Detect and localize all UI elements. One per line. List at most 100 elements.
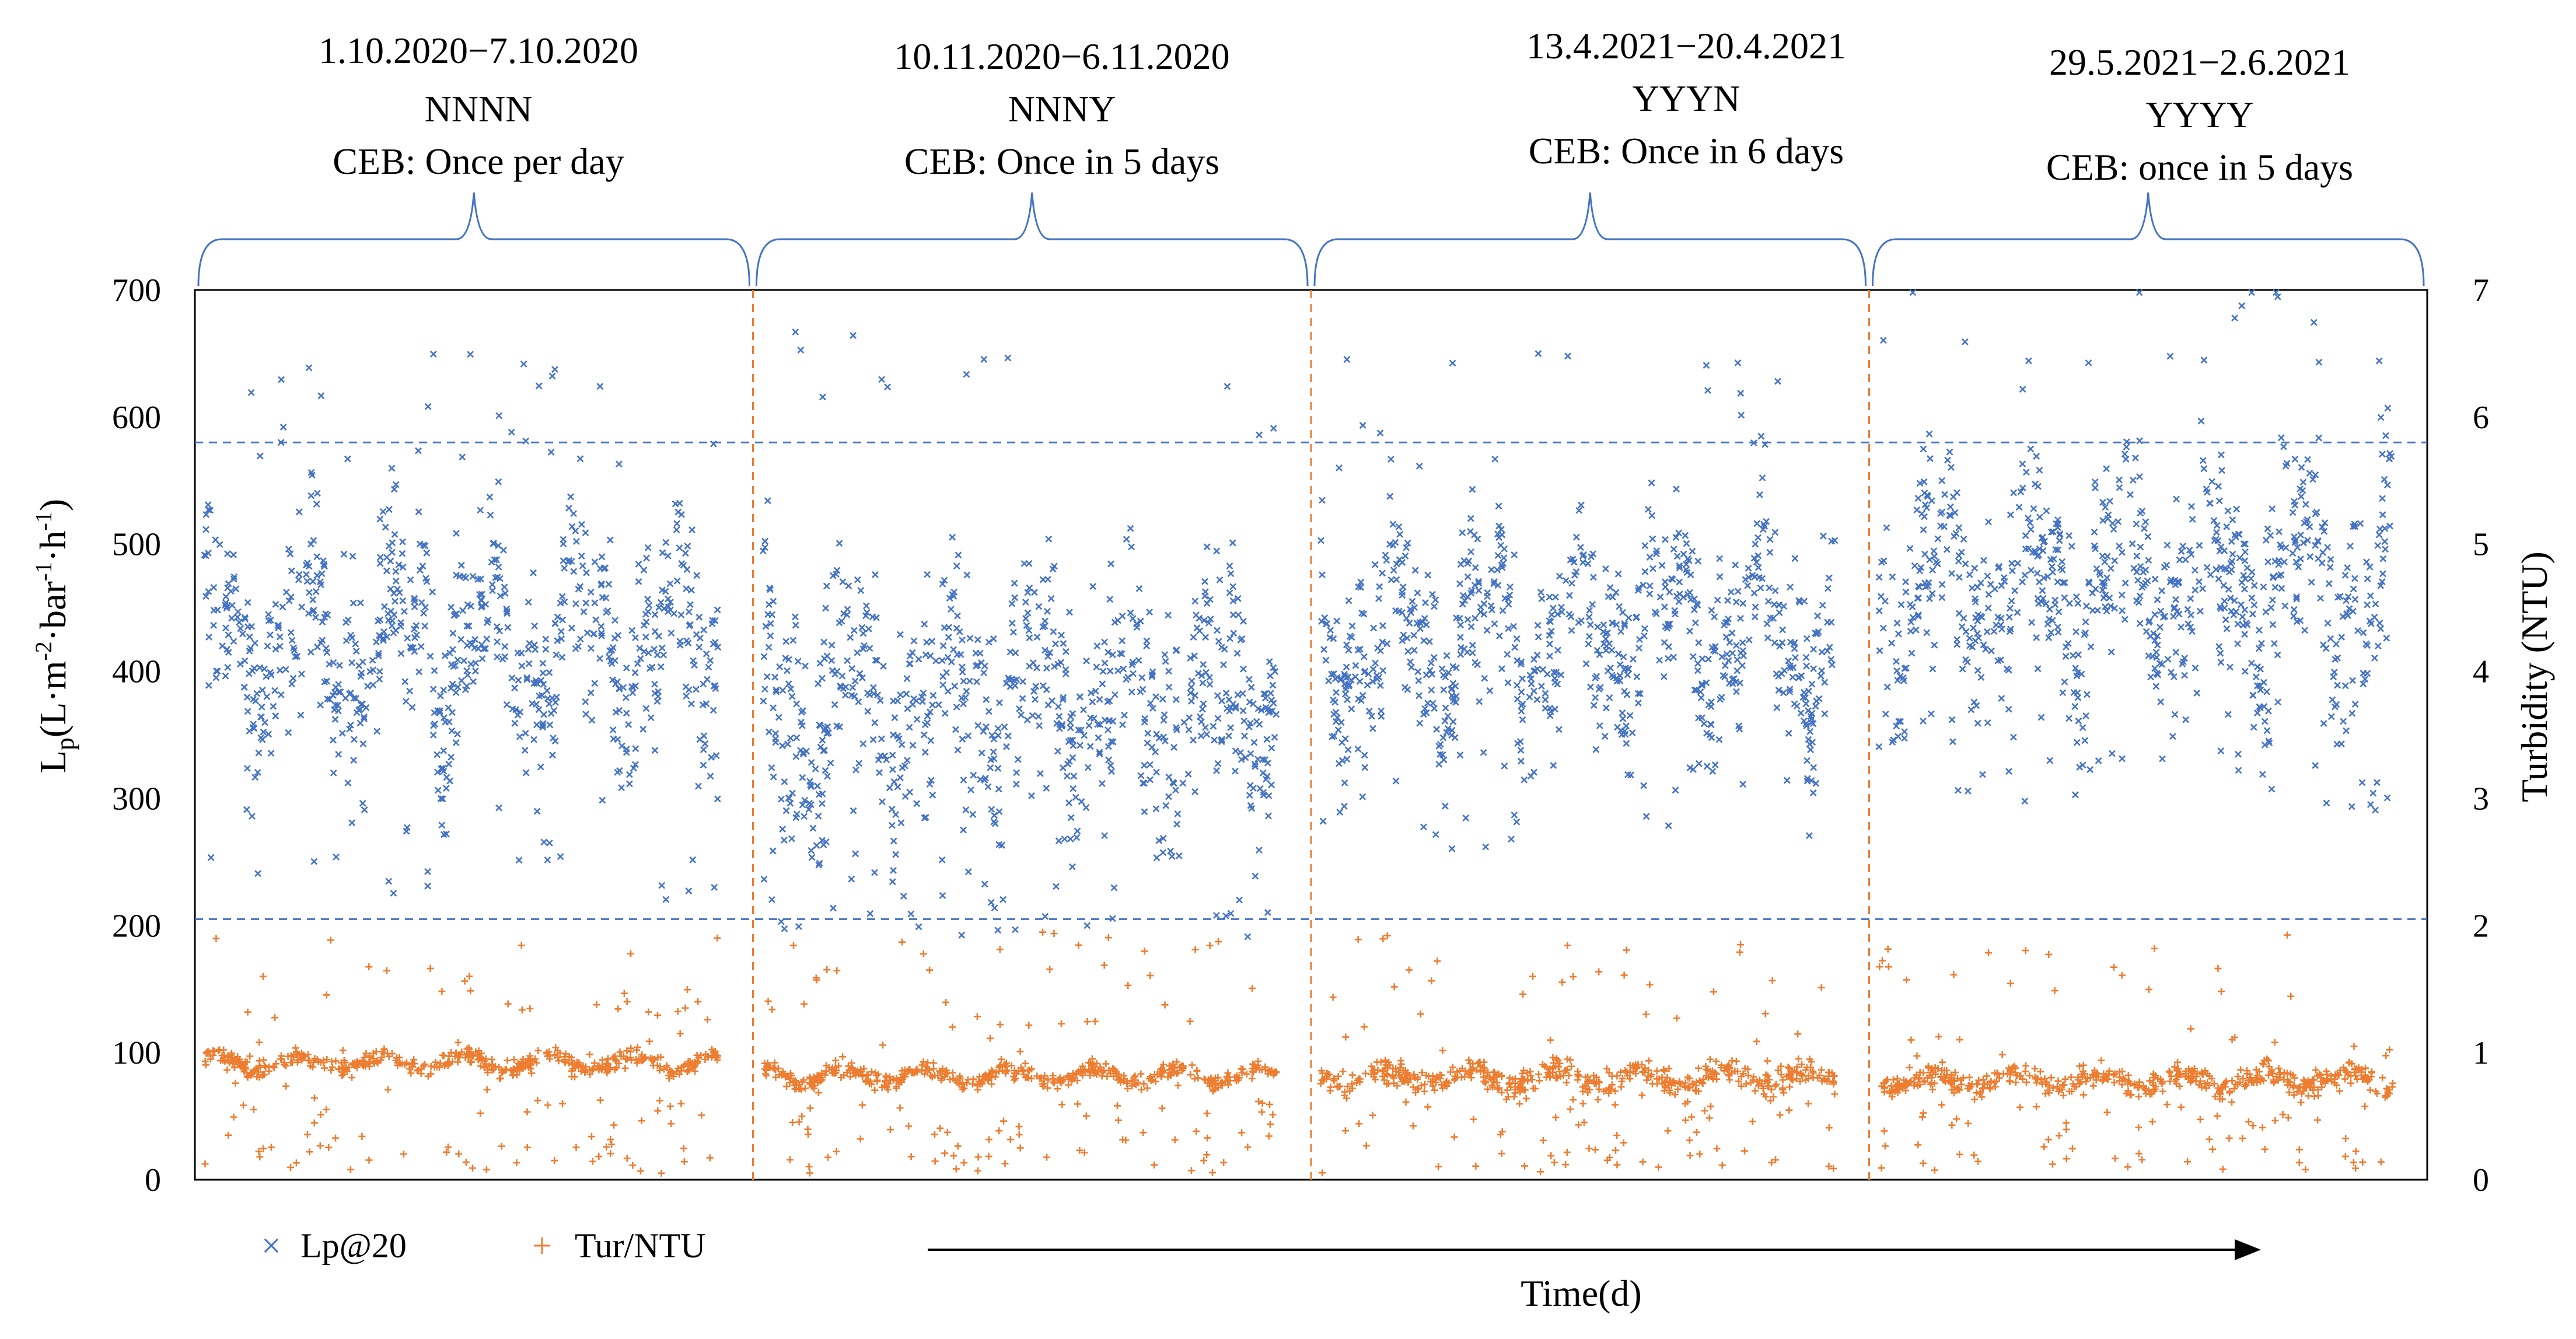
- lp-point: [1253, 718, 1260, 725]
- lp-point: [222, 593, 230, 600]
- tur-point: [347, 1166, 354, 1173]
- lp-point: [1825, 574, 1833, 582]
- lp-point: [1733, 656, 1741, 663]
- tur-point: [1603, 1065, 1611, 1072]
- lp-point: [330, 736, 337, 744]
- tur-point: [879, 1041, 887, 1049]
- tur-point: [1114, 1076, 1122, 1084]
- lp-point: [985, 638, 992, 646]
- tur-point: [623, 1047, 631, 1055]
- lp-point: [1240, 617, 1247, 625]
- tur-point: [407, 1069, 415, 1077]
- lp-point: [1237, 749, 1245, 756]
- tur-point: [2314, 1086, 2322, 1093]
- lp-point: [1633, 673, 1641, 680]
- lp-point: [873, 656, 880, 664]
- lp-point: [1717, 695, 1724, 703]
- tur-point: [400, 1150, 407, 1158]
- lp-point: [2354, 627, 2361, 634]
- lp-point: [1196, 614, 1203, 622]
- lp-point: [573, 537, 580, 545]
- lp-point: [939, 642, 947, 649]
- tur-point: [2259, 1124, 2266, 1131]
- lp-point: [1732, 598, 1740, 606]
- lp-point: [495, 564, 502, 571]
- lp-point: [1175, 852, 1183, 859]
- lp-point: [434, 786, 442, 794]
- lp-point: [244, 708, 251, 715]
- lp-point: [381, 603, 388, 610]
- lp-point: [2351, 575, 2358, 582]
- lp-point: [2199, 585, 2207, 592]
- lp-point: [1238, 635, 1246, 642]
- lp-point: [1750, 554, 1758, 562]
- lp-point: [565, 505, 573, 512]
- tur-point: [2060, 1081, 2068, 1089]
- lp-point: [1789, 673, 1796, 681]
- tur-point: [1206, 942, 1214, 949]
- lp-point: [1187, 689, 1194, 697]
- lp-point: [596, 383, 604, 390]
- tur-point: [1232, 1077, 1240, 1085]
- lp-point: [1105, 649, 1112, 656]
- lp-point: [488, 581, 496, 588]
- tur-point: [1371, 1070, 1378, 1078]
- tur-point: [1607, 1086, 1614, 1093]
- lp-point: [1649, 535, 1656, 543]
- lp-point: [1707, 698, 1715, 706]
- lp-point: [463, 622, 471, 630]
- lp-point: [404, 634, 411, 642]
- lp-point: [1224, 383, 1231, 390]
- tur-point: [1632, 1070, 1640, 1078]
- lp-point: [331, 688, 338, 696]
- lp-point: [854, 649, 861, 656]
- tur-point: [2060, 1092, 2067, 1099]
- lp-point: [240, 683, 248, 691]
- lp-point: [330, 769, 337, 777]
- lp-point: [958, 931, 966, 939]
- lp-point: [1065, 799, 1073, 807]
- lp-point: [546, 839, 553, 847]
- lp-point: [625, 780, 633, 788]
- tur-point: [1537, 1168, 1544, 1176]
- lp-point: [440, 747, 448, 754]
- tur-point: [974, 1086, 981, 1093]
- lp-point: [1013, 769, 1020, 777]
- tur-point: [445, 1144, 452, 1151]
- lp-point: [493, 623, 501, 630]
- lp-point: [2172, 649, 2180, 656]
- lp-point: [906, 788, 914, 796]
- lp-point: [1101, 659, 1109, 667]
- lp-point: [1733, 667, 1741, 674]
- lp-point: [850, 332, 857, 339]
- tur-point: [445, 1060, 453, 1067]
- lp-point: [1337, 719, 1345, 726]
- tur-point: [1493, 1079, 1501, 1086]
- lp-point: [1737, 649, 1745, 657]
- tur-point: [2367, 1086, 2374, 1094]
- tur-point: [1689, 1080, 1696, 1088]
- lp-point: [1624, 771, 1631, 778]
- tur-point: [603, 1143, 610, 1151]
- tur-point: [2271, 1117, 2279, 1124]
- lp-point: [559, 616, 567, 624]
- lp-point: [1110, 884, 1118, 891]
- lp-point: [1682, 532, 1689, 539]
- tur-point: [2228, 1099, 2236, 1106]
- lp-point: [903, 757, 911, 764]
- period-2-ceb: CEB: Once in 5 days: [904, 141, 1219, 182]
- lp-point: [1644, 506, 1652, 513]
- tur-point: [897, 1078, 905, 1085]
- tur-point: [2243, 1067, 2250, 1075]
- lp-point: [823, 652, 831, 660]
- lp-point: [305, 364, 313, 372]
- lp-point: [1592, 694, 1599, 701]
- tur-point: [250, 1106, 257, 1113]
- lp-point: [1711, 643, 1719, 651]
- tur-point: [562, 1050, 569, 1058]
- lp-point: [1401, 552, 1409, 560]
- lp-point: [1030, 659, 1037, 666]
- tur-point: [1664, 1127, 1672, 1135]
- lp-point: [1511, 644, 1519, 651]
- tur-point: [372, 1048, 380, 1055]
